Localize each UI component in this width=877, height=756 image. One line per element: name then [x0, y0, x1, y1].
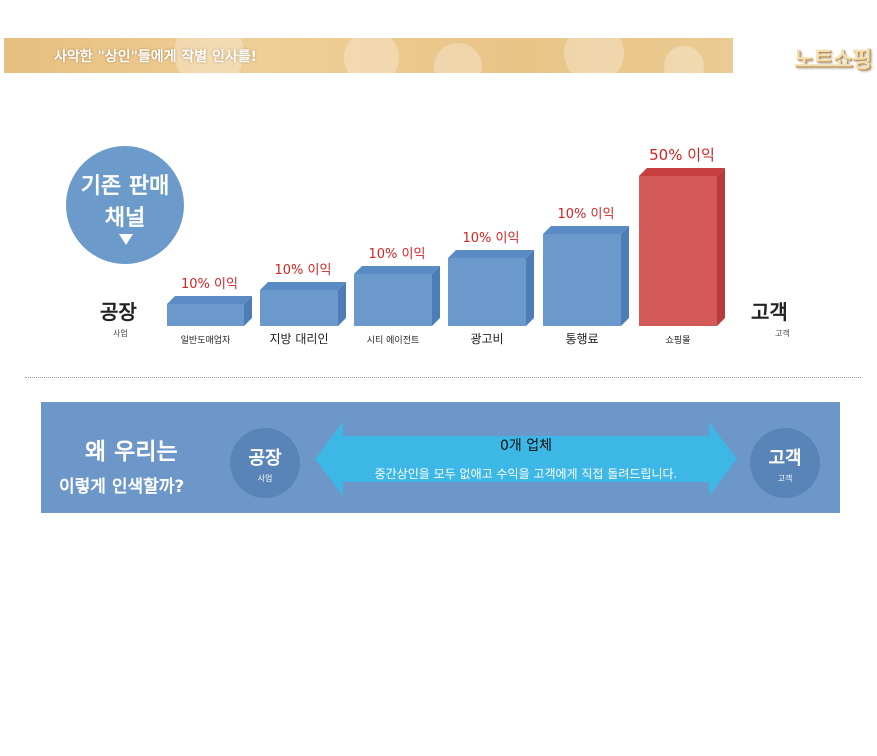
top-banner: 사악한 "상인"들에게 작별 인사를! [4, 38, 733, 73]
bar-top [448, 250, 534, 258]
existing-channel-badge: 기존 판매 채널 [66, 146, 184, 264]
bar-top [260, 282, 346, 290]
category-label: 광고비 [470, 332, 503, 346]
why-subheading: 이렇게 인색할까? [59, 477, 185, 497]
factory-node-label: 공장 [248, 448, 282, 469]
bar [639, 176, 717, 326]
badge-line1: 기존 판매 [80, 174, 170, 199]
bar-side [244, 296, 252, 326]
factory-node: 공장 사업 [230, 428, 300, 498]
customer-sublabel: 고객 [775, 329, 790, 338]
customer-node: 고객 고객 [750, 428, 820, 498]
customer-label: 고객 [751, 300, 788, 324]
customer-node-label: 고객 [768, 448, 802, 469]
bar [167, 304, 244, 326]
zero-middlemen-label: 0개 업체 [500, 438, 552, 454]
bar [260, 290, 338, 326]
factory-label: 공장 [100, 300, 137, 324]
bar-side [338, 282, 346, 326]
category-label: 통행료 [565, 331, 598, 346]
bar [448, 258, 526, 326]
bar-top [543, 226, 629, 234]
badge-line2: 채널 [104, 206, 146, 231]
down-triangle-icon [119, 234, 133, 245]
bar-side [621, 226, 629, 326]
category-label: 시티 에이전트 [367, 335, 420, 346]
bar-top [354, 266, 440, 274]
why-heading: 왜 우리는 [85, 439, 178, 465]
factory-node-sub: 사업 [257, 474, 273, 483]
bar-value-label: 50% 이익 [649, 146, 715, 164]
section-divider [25, 377, 861, 378]
bar-value-label: 10% 이익 [181, 277, 238, 292]
bar-side [717, 168, 725, 326]
category-label: 지방 대리인 [269, 332, 328, 346]
bar-side [526, 250, 534, 326]
brand-logo: 노트쇼핑 [733, 38, 877, 73]
direct-return-text: 중간상인을 모두 없애고 수익을 고객에게 직접 돌려드립니다. [374, 467, 678, 481]
double-arrow-icon [315, 422, 737, 496]
category-label: 일반도매업자 [181, 335, 231, 346]
bar-top [639, 168, 725, 176]
bar [543, 234, 621, 326]
bar [354, 274, 432, 326]
category-label: 쇼핑몰 [666, 335, 691, 346]
customer-node-sub: 고객 [777, 474, 793, 483]
bar-top [167, 296, 252, 304]
bar-value-label: 10% 이익 [558, 207, 615, 222]
factory-sublabel: 사업 [113, 329, 128, 338]
brand-logo-text: 노트쇼핑 [794, 48, 872, 73]
bar-value-label: 10% 이익 [275, 263, 332, 278]
banner-text: 사악한 "상인"들에게 작별 인사를! [54, 49, 258, 65]
bar-value-label: 10% 이익 [463, 231, 520, 246]
bar-side [432, 266, 440, 326]
bar-value-label: 10% 이익 [369, 247, 426, 262]
